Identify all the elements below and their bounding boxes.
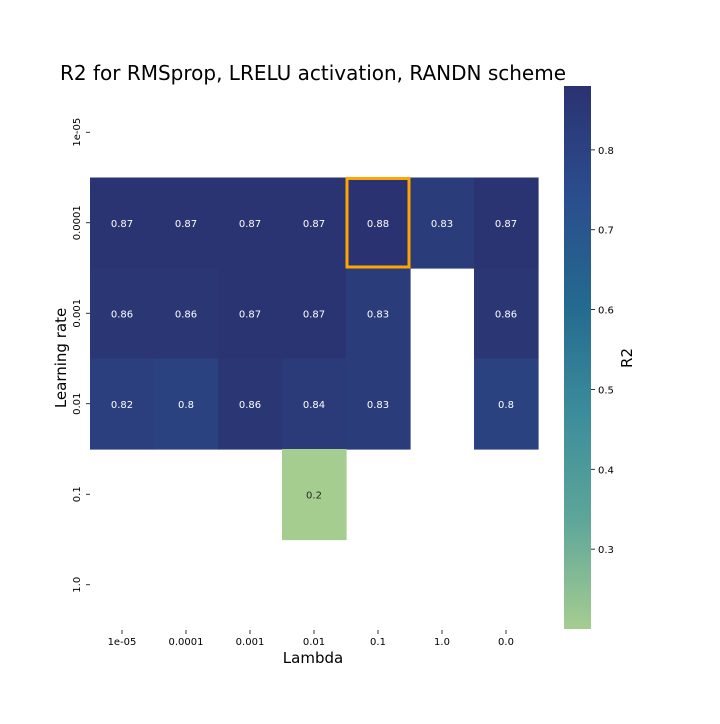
heatmap-cell xyxy=(154,177,219,269)
y-tick-label: 0.01 xyxy=(72,393,83,415)
cell-value-label: 0.83 xyxy=(367,400,389,411)
x-tick-label: 1e-05 xyxy=(108,637,137,648)
heatmap-cell xyxy=(282,449,347,541)
y-tick-label: 0.0001 xyxy=(72,205,83,240)
x-tick-label: 0.01 xyxy=(303,637,325,648)
x-axis-ticks: 1e-05 0.0001 0.001 0.01 0.1 1.0 0.0 xyxy=(108,630,514,648)
heatmap-cell xyxy=(282,268,347,360)
heatmap-cell xyxy=(346,358,411,450)
x-tick-label: 0.001 xyxy=(236,637,265,648)
highlight-layer xyxy=(345,177,411,269)
heatmap-cell xyxy=(218,177,283,269)
heatmap-cell xyxy=(346,177,411,269)
highlight-box xyxy=(345,177,411,269)
heatmap-cell xyxy=(474,358,539,450)
heatmap-cell xyxy=(218,358,283,450)
colorbar-ticks: 0.3 0.4 0.5 0.6 0.7 0.8 xyxy=(591,146,614,556)
cell-value-label: 0.84 xyxy=(303,400,325,411)
chart-title: R2 for RMSprop, LRELU activation, RANDN … xyxy=(60,61,566,85)
cell-value-label: 0.87 xyxy=(303,309,325,320)
colorbar-tick-label: 0.3 xyxy=(598,545,614,556)
colorbar-tick-label: 0.8 xyxy=(598,146,614,157)
y-axis-ticks: 1e-05 0.0001 0.001 0.01 0.1 1.0 xyxy=(72,118,90,593)
colorbar-tick-label: 0.7 xyxy=(598,226,614,237)
cell-value-label: 0.83 xyxy=(367,309,389,320)
cell-value-label: 0.8 xyxy=(178,400,194,411)
x-axis-label: Lambda xyxy=(283,649,343,667)
cell-value-label: 0.86 xyxy=(495,309,517,320)
cell-value-label: 0.87 xyxy=(303,219,325,230)
x-tick-label: 0.0 xyxy=(498,637,514,648)
heatmap-cell xyxy=(218,268,283,360)
heatmap-cell xyxy=(346,268,411,360)
cell-value-label: 0.83 xyxy=(431,219,453,230)
cell-value-label: 0.86 xyxy=(175,309,197,320)
colorbar xyxy=(564,86,591,629)
cell-value-label: 0.87 xyxy=(239,219,261,230)
heatmap-cell xyxy=(154,268,219,360)
heatmap-cell xyxy=(154,358,219,450)
colorbar-tick-label: 0.4 xyxy=(598,465,614,476)
cell-value-label: 0.88 xyxy=(367,219,389,230)
y-tick-label: 0.001 xyxy=(72,299,83,328)
x-tick-label: 0.1 xyxy=(370,637,386,648)
heatmap-cell xyxy=(90,268,155,360)
y-axis-label: Learning rate xyxy=(52,308,70,408)
heatmap-cell xyxy=(282,177,347,269)
cell-value-label: 0.87 xyxy=(175,219,197,230)
cell-value-label: 0.2 xyxy=(306,490,322,501)
cell-value-label: 0.87 xyxy=(239,309,261,320)
heatmap-cell xyxy=(90,177,155,269)
colorbar-label: R2 xyxy=(618,348,636,368)
cell-value-label: 0.82 xyxy=(111,400,133,411)
x-tick-label: 0.0001 xyxy=(169,637,204,648)
heatmap-cell xyxy=(474,177,539,269)
y-tick-label: 1.0 xyxy=(72,577,83,593)
y-tick-label: 1e-05 xyxy=(72,118,83,147)
heatmap-cell xyxy=(90,358,155,450)
heatmap-cell xyxy=(474,268,539,360)
colorbar-tick-label: 0.6 xyxy=(598,306,614,317)
cell-value-label: 0.87 xyxy=(495,219,517,230)
colorbar-tick-label: 0.5 xyxy=(598,385,614,396)
heatmap-cell xyxy=(282,358,347,450)
cell-value-label: 0.8 xyxy=(498,400,514,411)
cell-value-label: 0.87 xyxy=(111,219,133,230)
heatmap-cell xyxy=(410,177,475,269)
x-tick-label: 1.0 xyxy=(434,637,450,648)
heatmap-cells xyxy=(90,177,539,541)
cell-value-labels: 0.87 0.87 0.87 0.87 0.88 0.83 0.87 0.86 0.86 0.87… xyxy=(111,219,517,502)
cell-value-label: 0.86 xyxy=(239,400,261,411)
y-tick-label: 0.1 xyxy=(72,486,83,502)
cell-value-label: 0.86 xyxy=(111,309,133,320)
